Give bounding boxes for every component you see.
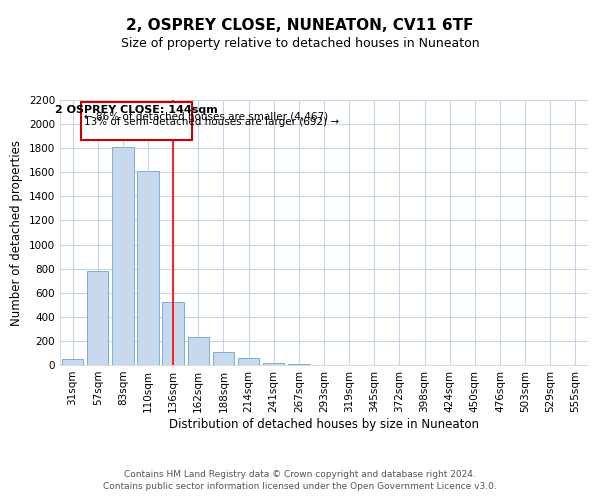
Text: ← 86% of detached houses are smaller (4,467): ← 86% of detached houses are smaller (4,… bbox=[85, 112, 329, 122]
Bar bbox=[112, 147, 134, 365]
Bar bbox=[213, 352, 234, 365]
Text: Contains HM Land Registry data © Crown copyright and database right 2024.: Contains HM Land Registry data © Crown c… bbox=[124, 470, 476, 479]
Bar bbox=[188, 338, 209, 365]
Bar bbox=[238, 358, 259, 365]
Text: Contains public sector information licensed under the Open Government Licence v3: Contains public sector information licen… bbox=[103, 482, 497, 491]
Bar bbox=[62, 359, 83, 365]
Bar bbox=[263, 362, 284, 365]
Bar bbox=[137, 171, 158, 365]
Text: 2, OSPREY CLOSE, NUNEATON, CV11 6TF: 2, OSPREY CLOSE, NUNEATON, CV11 6TF bbox=[126, 18, 474, 32]
Bar bbox=[82, 102, 192, 140]
Bar bbox=[163, 302, 184, 365]
Text: Size of property relative to detached houses in Nuneaton: Size of property relative to detached ho… bbox=[121, 38, 479, 51]
Y-axis label: Number of detached properties: Number of detached properties bbox=[10, 140, 23, 326]
Bar bbox=[288, 364, 310, 365]
X-axis label: Distribution of detached houses by size in Nuneaton: Distribution of detached houses by size … bbox=[169, 418, 479, 430]
Text: 13% of semi-detached houses are larger (692) →: 13% of semi-detached houses are larger (… bbox=[85, 117, 340, 127]
Text: 2 OSPREY CLOSE: 144sqm: 2 OSPREY CLOSE: 144sqm bbox=[55, 105, 218, 115]
Bar bbox=[87, 271, 109, 365]
